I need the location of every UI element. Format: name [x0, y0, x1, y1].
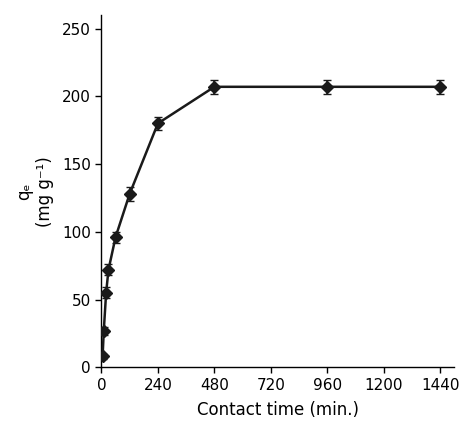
- Y-axis label: qₑ
(mg g⁻¹): qₑ (mg g⁻¹): [15, 156, 54, 227]
- X-axis label: Contact time (min.): Contact time (min.): [197, 401, 359, 419]
